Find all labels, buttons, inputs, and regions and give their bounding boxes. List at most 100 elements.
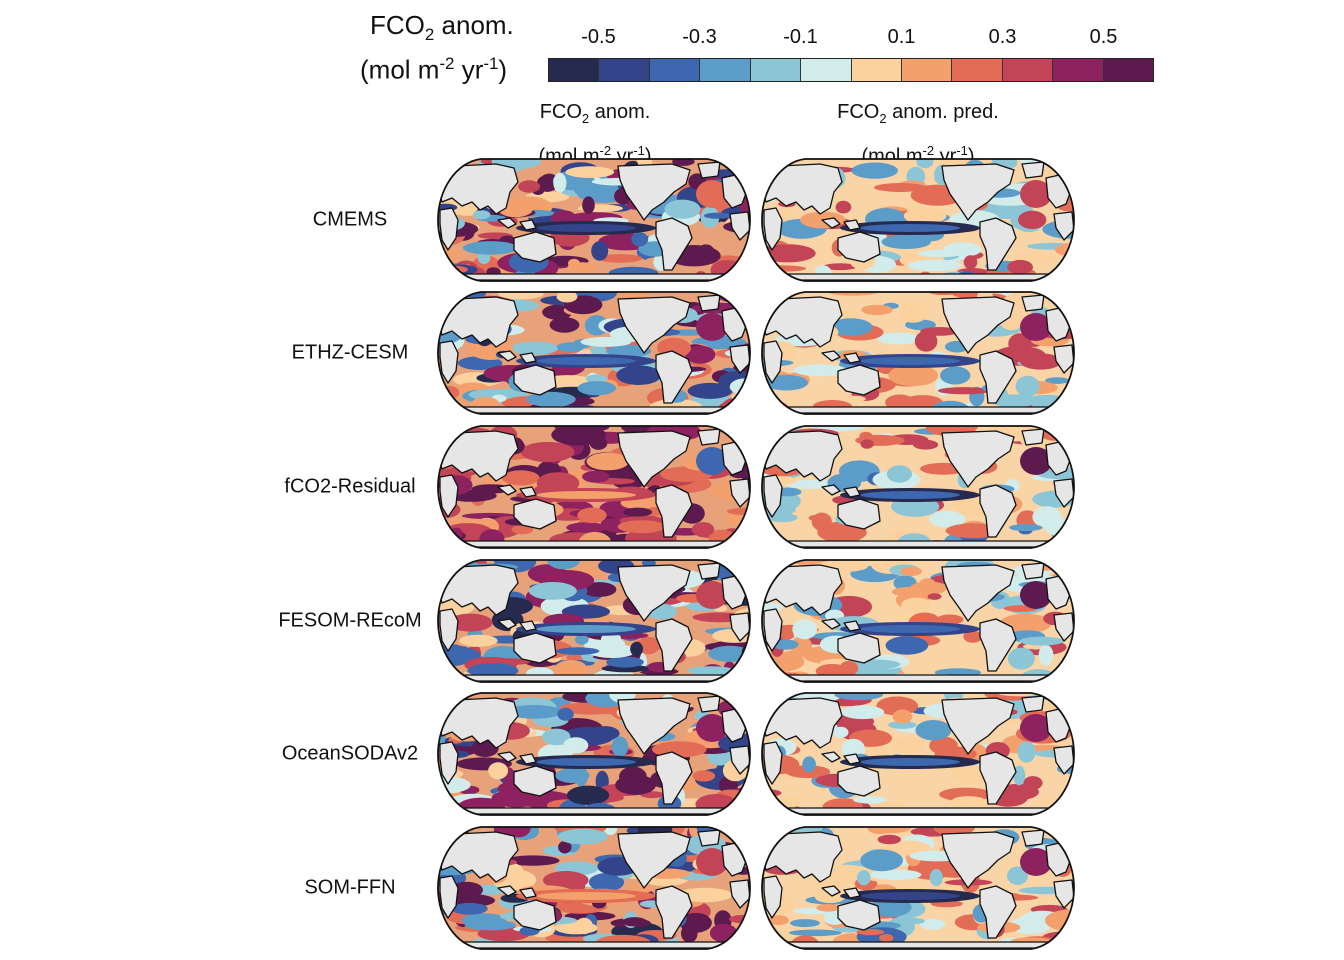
anomaly-patch xyxy=(898,303,929,323)
land xyxy=(449,674,737,682)
land xyxy=(843,753,861,765)
land xyxy=(449,273,737,281)
anomaly-patch xyxy=(929,869,943,887)
land xyxy=(519,352,537,364)
anomaly-patch xyxy=(1009,524,1043,532)
anomaly-patch xyxy=(737,526,750,544)
equatorial-pacific-core xyxy=(536,224,636,232)
land xyxy=(439,207,459,251)
land xyxy=(439,474,459,518)
anomaly-patch xyxy=(888,364,939,387)
anomaly-patch xyxy=(886,465,912,483)
anomaly-patch xyxy=(802,756,816,773)
anomaly-patch xyxy=(526,391,576,407)
land xyxy=(449,941,737,949)
land xyxy=(1053,211,1074,241)
anomaly-patch xyxy=(615,774,656,795)
land xyxy=(729,344,750,374)
anomaly-patch xyxy=(997,783,1039,801)
anomaly-patch xyxy=(623,507,653,517)
anomaly-patch xyxy=(557,828,608,845)
anomaly-patch xyxy=(907,259,962,272)
land xyxy=(979,618,1017,672)
anomaly-patch xyxy=(914,331,938,352)
map-outline xyxy=(437,692,751,816)
land xyxy=(1021,161,1045,179)
anomaly-patch xyxy=(1017,741,1036,763)
anomaly-patch xyxy=(879,934,894,942)
anomaly-patch xyxy=(587,643,637,658)
north-atlantic-anomaly xyxy=(696,848,728,876)
land xyxy=(513,231,557,263)
anomaly-patch xyxy=(790,919,820,928)
land xyxy=(979,350,1017,404)
anomaly-patch xyxy=(996,693,1043,697)
anomaly-patch xyxy=(788,929,842,937)
land xyxy=(655,885,693,939)
anomaly-patch xyxy=(915,720,952,741)
land xyxy=(1053,612,1074,642)
land xyxy=(762,430,843,482)
land xyxy=(497,350,517,362)
land xyxy=(729,879,750,909)
anomaly-patch xyxy=(549,317,580,333)
anomaly-patch xyxy=(841,705,885,720)
anomaly-patch xyxy=(861,304,893,316)
colorbar-swatch xyxy=(649,59,701,81)
anomaly-patch xyxy=(1008,333,1032,355)
land xyxy=(1021,829,1045,847)
anomaly-patch xyxy=(542,728,571,746)
anomaly-patch xyxy=(691,522,715,537)
anomaly-map-ethz-cesm xyxy=(437,291,751,415)
land xyxy=(821,618,841,630)
map-outline xyxy=(437,559,751,683)
land xyxy=(519,753,537,765)
anomaly-patch xyxy=(1013,292,1045,299)
land xyxy=(513,498,557,530)
equatorial-pacific-core xyxy=(860,625,960,633)
anomaly-patch xyxy=(557,707,574,721)
land xyxy=(941,697,1015,755)
anomaly-patch xyxy=(506,705,562,719)
land xyxy=(449,406,737,414)
land xyxy=(697,695,721,713)
anomaly-patch xyxy=(567,262,597,272)
anomaly-patch xyxy=(888,721,917,729)
predicted-map-fco2-residual xyxy=(761,425,1075,549)
land xyxy=(438,163,519,215)
anomaly-patch xyxy=(764,374,808,391)
land xyxy=(439,875,459,919)
anomaly-patch xyxy=(823,263,858,271)
anomaly-patch xyxy=(543,871,589,890)
anomaly-patch xyxy=(582,582,617,597)
land xyxy=(497,618,517,630)
row-label: SOM-FFN xyxy=(304,876,396,899)
anomaly-patch xyxy=(783,650,807,659)
anomaly-patch xyxy=(738,927,750,935)
anomaly-patch xyxy=(502,470,540,486)
land xyxy=(1021,562,1045,580)
colorbar-swatch xyxy=(901,59,953,81)
anomaly-patch xyxy=(936,614,964,625)
equatorial-pacific-core xyxy=(860,224,960,232)
anomaly-map-cmems xyxy=(437,158,751,282)
anomaly-patch xyxy=(679,912,712,933)
land xyxy=(773,540,1061,548)
anomaly-patch xyxy=(463,241,518,255)
land xyxy=(617,163,691,221)
land xyxy=(762,163,843,215)
anomaly-patch xyxy=(546,560,581,570)
land xyxy=(729,612,750,642)
land xyxy=(617,564,691,622)
anomaly-patch xyxy=(566,785,610,805)
land xyxy=(763,474,783,518)
land xyxy=(449,807,737,815)
land xyxy=(655,217,693,271)
anomaly-patch xyxy=(563,737,589,754)
anomaly-patch xyxy=(1007,866,1028,885)
land xyxy=(837,899,881,931)
anomaly-map-fesom-recom xyxy=(437,559,751,683)
colorbar-tick-label: 0.1 xyxy=(887,26,916,48)
anomaly-patch xyxy=(598,254,643,263)
equatorial-pacific-core xyxy=(536,491,636,499)
